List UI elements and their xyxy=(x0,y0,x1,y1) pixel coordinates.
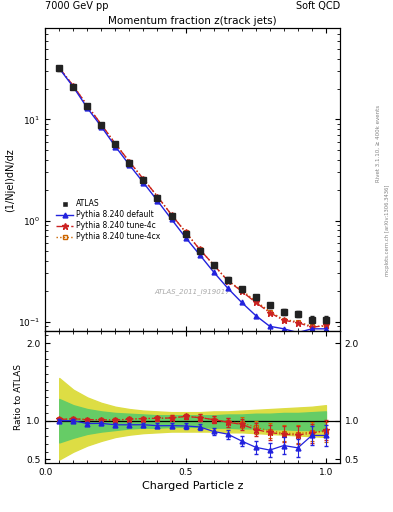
X-axis label: Charged Particle z: Charged Particle z xyxy=(142,481,243,492)
Text: Soft QCD: Soft QCD xyxy=(296,2,340,11)
Text: 7000 GeV pp: 7000 GeV pp xyxy=(45,2,109,11)
Text: Rivet 3.1.10, ≥ 400k events: Rivet 3.1.10, ≥ 400k events xyxy=(376,105,380,182)
Y-axis label: Ratio to ATLAS: Ratio to ATLAS xyxy=(14,365,23,431)
Y-axis label: (1/Njel)dN/dz: (1/Njel)dN/dz xyxy=(5,148,15,211)
Title: Momentum fraction z(track jets): Momentum fraction z(track jets) xyxy=(108,16,277,26)
Text: ATLAS_2011_I919017: ATLAS_2011_I919017 xyxy=(155,288,230,295)
Text: mcplots.cern.ch [arXiv:1306.3436]: mcplots.cern.ch [arXiv:1306.3436] xyxy=(385,185,389,276)
Legend: ATLAS, Pythia 8.240 default, Pythia 8.240 tune-4c, Pythia 8.240 tune-4cx: ATLAS, Pythia 8.240 default, Pythia 8.24… xyxy=(55,198,162,243)
